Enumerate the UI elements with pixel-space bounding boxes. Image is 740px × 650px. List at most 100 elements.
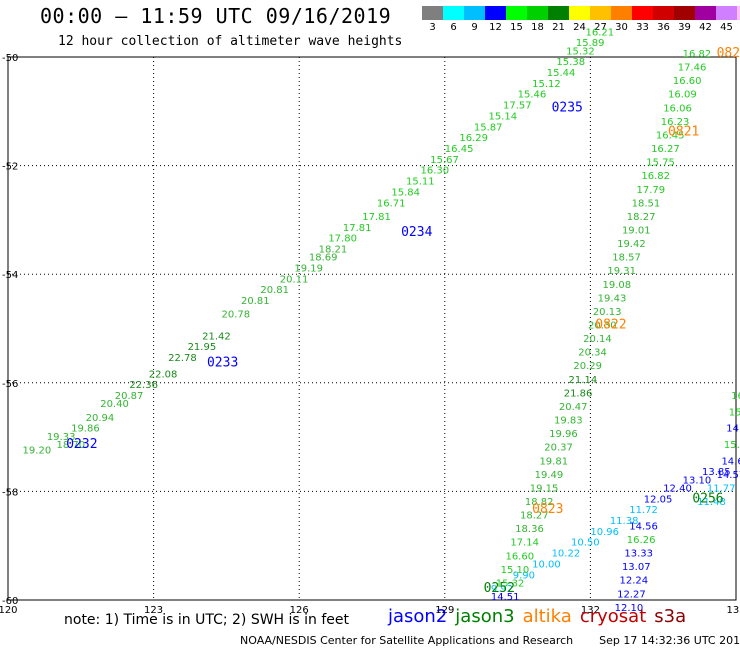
x-tick-label: 126 (290, 605, 309, 616)
swh-value: 16.27 (651, 144, 680, 155)
swh-value: 9.90 (513, 570, 535, 581)
pass-time-label: 0821 (668, 125, 699, 140)
legend-swatch (653, 6, 674, 20)
legend-swatch (611, 6, 632, 20)
x-tick-label: 123 (144, 605, 163, 616)
x-tick-label: 129 (435, 605, 454, 616)
swh-value: 13.33 (624, 549, 653, 560)
swh-value: 14.51 (491, 592, 520, 603)
swh-value: 19.31 (607, 266, 636, 277)
swh-value: 19.49 (535, 470, 564, 481)
legend-label: 45 (720, 22, 733, 33)
swh-value: 17.46 (678, 63, 707, 74)
swh-value: 19.08 (603, 280, 632, 291)
pass-time-label: 0820 (717, 46, 740, 61)
x-tick-label: 120 (0, 605, 18, 616)
swh-value: 11.72 (629, 505, 658, 516)
pass-time-label: 0252 (484, 581, 515, 596)
swh-value: 14.65 (721, 456, 740, 467)
legend-label: 15 (510, 22, 523, 33)
swh-value: 18.36 (515, 524, 544, 535)
note-text: note: 1) Time is in UTC; 2) SWH is in fe… (64, 612, 350, 628)
x-tick-label: 135 (726, 605, 740, 616)
swh-value: 18.82 (525, 497, 554, 508)
swh-value: 20.14 (583, 334, 612, 345)
swh-value: 11.48 (697, 497, 726, 508)
swh-value: 19.19 (294, 263, 323, 274)
swh-value: 20.13 (593, 307, 622, 318)
swh-value: 16.29 (459, 133, 488, 144)
satellite-altika: altika (522, 606, 572, 627)
satellite-jason2: jason2 (388, 606, 448, 627)
color-legend-labels: 36912151821242730333639424570(ft) (422, 22, 740, 33)
swh-value: 16.26 (627, 535, 656, 546)
swh-value: 20.29 (573, 361, 602, 372)
swh-value: 15.38 (556, 57, 585, 68)
swh-value: 13.85 (702, 467, 731, 478)
swh-value: 11.77 (707, 483, 736, 494)
swh-value: 22.08 (149, 369, 178, 380)
footer-timestamp: Sep 17 14:32:36 UTC 2019 (599, 634, 740, 647)
legend-swatch (548, 6, 569, 20)
swh-value: 21.14 (569, 375, 598, 386)
legend-label: 42 (699, 22, 712, 33)
swh-value: 16.06 (663, 103, 692, 114)
swh-value: 13.10 (683, 475, 712, 486)
swh-value: 15.32 (496, 578, 525, 589)
swh-value: 16.82 (683, 49, 712, 60)
legend-swatch (464, 6, 485, 20)
swh-value: 10.96 (590, 527, 619, 538)
swh-value: 18.21 (319, 244, 348, 255)
y-tick-label: -60 (2, 596, 18, 607)
legend-label: 27 (594, 22, 607, 33)
legend-label: 30 (615, 22, 628, 33)
swh-value: 16.82 (641, 171, 670, 182)
swh-value: 22.36 (129, 380, 158, 391)
swh-value: 12.24 (620, 576, 649, 587)
swh-value: 16.30 (421, 166, 450, 177)
legend-swatch (506, 6, 527, 20)
swh-value: 17.57 (503, 101, 532, 112)
swh-value: 15.22 (729, 407, 740, 418)
legend-swatch (590, 6, 611, 20)
swh-value: 19.42 (617, 239, 646, 250)
y-tick-label: -54 (2, 270, 18, 281)
swh-value: 21.95 (188, 342, 217, 353)
swh-value: 18.70 (57, 440, 86, 451)
swh-value: 21.86 (564, 388, 593, 399)
pass-time-label: 0823 (532, 502, 563, 517)
swh-value: 18.27 (627, 212, 656, 223)
legend-swatch (695, 6, 716, 20)
swh-value: 18.27 (520, 511, 549, 522)
swh-value: 19.20 (23, 445, 52, 456)
swh-value: 17.79 (637, 185, 666, 196)
swh-value: 20.40 (100, 399, 129, 410)
swh-value: 12.05 (644, 494, 673, 505)
satellite-jason3: jason3 (455, 606, 515, 627)
y-tick-label: -52 (2, 162, 18, 173)
swh-value: 20.47 (559, 402, 588, 413)
page-title: 00:00 – 11:59 UTC 09/16/2019 (40, 4, 392, 28)
swh-value: 17.14 (510, 538, 539, 549)
swh-value: 12.27 (617, 589, 646, 600)
swh-value: 12.40 (663, 483, 692, 494)
swh-value: 10.50 (571, 538, 600, 549)
swh-value: 16.23 (661, 117, 690, 128)
swh-value: 21.42 (202, 331, 231, 342)
swh-value: 20.34 (578, 348, 607, 359)
swh-value: 19.81 (539, 456, 568, 467)
swh-value: 19.33 (47, 432, 76, 443)
footer-credit: NOAA/NESDIS Center for Satellite Applica… (240, 634, 574, 647)
swh-value: 20.11 (280, 274, 309, 285)
swh-value: 22.78 (168, 353, 197, 364)
legend-swatch (737, 6, 740, 20)
swh-value: 11.38 (610, 516, 639, 527)
pass-time-label: 0233 (207, 356, 238, 371)
swh-value: 18.69 (309, 253, 338, 264)
plot-frame (7, 56, 737, 601)
swh-value: 20.78 (222, 310, 251, 321)
swh-value: 15.10 (501, 565, 530, 576)
pass-time-label: 0235 (552, 100, 583, 115)
swh-value: 15.87 (474, 122, 503, 133)
